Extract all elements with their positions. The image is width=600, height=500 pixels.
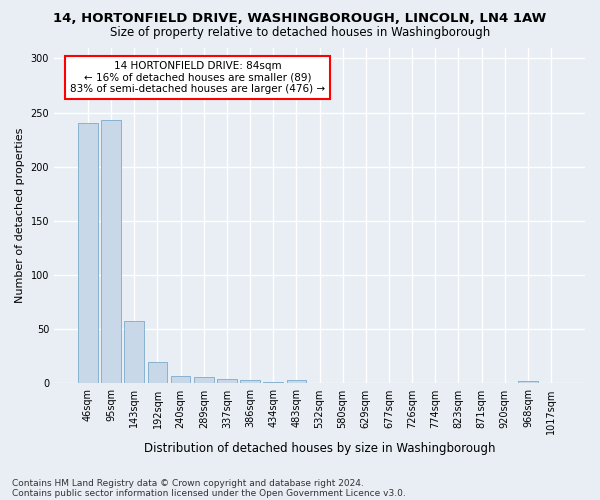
Text: 14, HORTONFIELD DRIVE, WASHINGBOROUGH, LINCOLN, LN4 1AW: 14, HORTONFIELD DRIVE, WASHINGBOROUGH, L… xyxy=(53,12,547,26)
Bar xyxy=(263,382,283,384)
Y-axis label: Number of detached properties: Number of detached properties xyxy=(15,128,25,303)
Text: Contains HM Land Registry data © Crown copyright and database right 2024.: Contains HM Land Registry data © Crown c… xyxy=(12,478,364,488)
Bar xyxy=(240,380,260,384)
Bar xyxy=(124,320,144,384)
Text: Contains public sector information licensed under the Open Government Licence v3: Contains public sector information licen… xyxy=(12,488,406,498)
Bar xyxy=(78,124,98,384)
Bar xyxy=(194,377,214,384)
Bar xyxy=(101,120,121,384)
Text: 14 HORTONFIELD DRIVE: 84sqm
← 16% of detached houses are smaller (89)
83% of sem: 14 HORTONFIELD DRIVE: 84sqm ← 16% of det… xyxy=(70,61,325,94)
Bar xyxy=(518,382,538,384)
X-axis label: Distribution of detached houses by size in Washingborough: Distribution of detached houses by size … xyxy=(144,442,495,455)
Text: Size of property relative to detached houses in Washingborough: Size of property relative to detached ho… xyxy=(110,26,490,39)
Bar xyxy=(217,379,237,384)
Bar xyxy=(287,380,306,384)
Bar xyxy=(171,376,190,384)
Bar xyxy=(148,362,167,384)
